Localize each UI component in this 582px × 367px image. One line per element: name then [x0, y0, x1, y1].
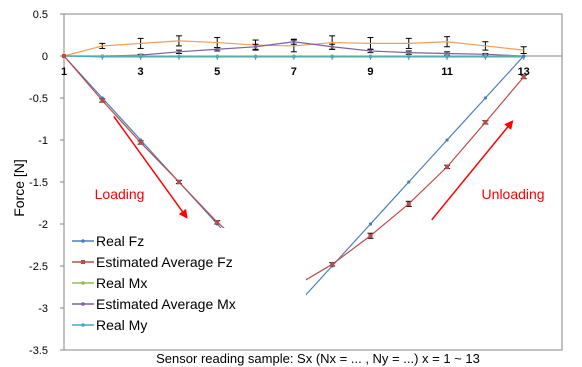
data-point [445, 164, 450, 169]
data-point [330, 55, 334, 59]
data-point [406, 201, 411, 206]
legend: Real Fz Estimated Average Fz Real Mx Estima… [68, 228, 306, 344]
legend-item: Estimated Average Mx [72, 296, 236, 312]
legend-label: Real Fz [96, 233, 144, 249]
x-tick-label: 7 [291, 66, 297, 78]
data-point [138, 140, 143, 145]
series-line [63, 40, 524, 57]
legend-box [68, 228, 306, 344]
data-point [483, 120, 488, 125]
x-tick-label: 1 [61, 66, 67, 78]
legend-swatch-marker [81, 302, 85, 306]
x-tick-label: 11 [441, 66, 453, 78]
legend-swatch-marker [81, 323, 85, 327]
data-point [139, 55, 143, 59]
legend-swatch-marker [81, 260, 85, 264]
data-point [368, 55, 373, 59]
y-tick-label: -0.5 [29, 93, 48, 105]
y-tick-label: -1.5 [29, 177, 48, 189]
data-point [292, 55, 296, 59]
legend-label: Estimated Average Fz [96, 254, 233, 270]
annotation-arrow [431, 120, 514, 221]
y-tick-label: -3.5 [29, 345, 48, 357]
annotation-loading: Loading [95, 186, 145, 202]
annotation-unloading: Unloading [482, 186, 545, 202]
legend-swatch-marker [81, 281, 85, 285]
annotation-arrow [113, 116, 188, 219]
data-point [100, 55, 104, 59]
data-point [215, 47, 219, 51]
data-point [62, 54, 66, 58]
data-point [483, 96, 487, 100]
data-point [253, 45, 258, 49]
data-point [522, 54, 526, 58]
data-point [368, 49, 373, 53]
data-point [407, 51, 411, 55]
x-tick-label: 13 [518, 66, 530, 78]
data-point [215, 55, 219, 59]
data-point [407, 55, 411, 59]
legend-label: Real My [96, 317, 147, 333]
y-tick-label: -2.5 [29, 261, 48, 273]
legend-swatch-marker [81, 239, 85, 243]
data-point [215, 220, 220, 225]
data-point [292, 40, 296, 44]
y-tick-label: -1 [38, 135, 48, 147]
data-point [330, 45, 334, 49]
data-point [445, 138, 449, 142]
x-axis-label: Sensor reading sample: Sx (Nx = ... , Ny… [156, 351, 480, 366]
x-tick-label: 5 [214, 66, 220, 78]
x-tick-label: 9 [367, 66, 373, 78]
data-point [368, 233, 373, 238]
y-tick-label: -2 [38, 219, 48, 231]
data-point [253, 55, 258, 59]
data-point [330, 262, 335, 267]
y-tick-label: -3 [38, 303, 48, 315]
legend-label: Real Mx [96, 275, 147, 291]
data-point [368, 222, 373, 226]
data-point [407, 180, 411, 184]
y-tick-label: 0 [42, 51, 48, 63]
x-tick-label: 3 [138, 66, 144, 78]
legend-item: Real Mx [72, 275, 147, 291]
data-point [483, 55, 487, 59]
data-point [177, 50, 181, 54]
data-point [177, 55, 181, 59]
data-point [176, 180, 181, 184]
legend-item: Estimated Average Fz [72, 254, 233, 270]
annotation-layer: Loading Unloading [95, 116, 545, 221]
legend-label: Estimated Average Mx [96, 296, 236, 312]
axes: 0.50-0.5-1-1.5-2-2.5-3-3.51 3 5 7 9 11 13 [29, 9, 563, 357]
data-point [521, 75, 526, 79]
legend-item: Real My [72, 317, 147, 333]
legend-item: Real Fz [72, 233, 144, 249]
data-point [445, 55, 449, 59]
data-point [445, 51, 449, 56]
data-point [100, 98, 105, 103]
y-axis-label: Force [N] [11, 159, 27, 217]
y-tick-label: 0.5 [33, 9, 48, 21]
